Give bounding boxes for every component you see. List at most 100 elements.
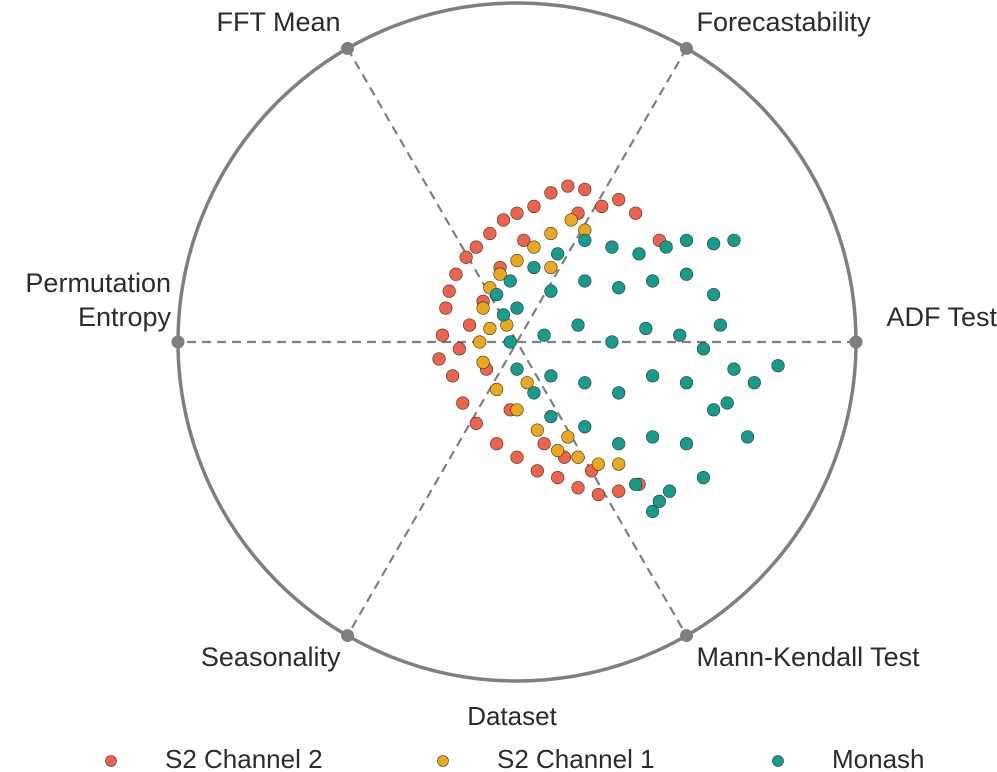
point [544,260,558,275]
series-points [490,233,785,519]
series-points [473,213,626,471]
point [662,484,677,498]
point [520,376,534,390]
point [629,477,643,491]
point [771,359,785,373]
point [696,342,711,356]
point [439,301,453,315]
anchor-point [171,335,185,349]
point [445,369,460,383]
legend-title: Dataset [467,701,557,731]
point [571,481,585,495]
point [551,247,565,261]
point [510,450,524,464]
point [537,328,551,342]
point [483,321,497,336]
point [530,423,544,437]
point [544,369,558,383]
anchor-point [849,335,863,349]
point [659,240,673,254]
point [679,233,694,247]
point [490,437,504,451]
point [595,199,609,213]
point [561,430,575,444]
point [496,308,511,322]
point [612,193,626,207]
point [510,301,524,315]
point [696,471,711,485]
point [496,213,511,227]
point [679,437,694,451]
point [544,284,558,298]
point [645,504,660,519]
point [612,457,626,471]
point [727,362,741,376]
point [544,226,558,241]
point [679,267,694,281]
point [469,416,483,430]
anchor-point [680,629,693,643]
point [527,386,541,400]
point [645,369,660,383]
point [449,267,463,281]
point [476,355,490,369]
point [720,396,734,410]
legend-label: Monash [832,744,925,772]
point [510,254,524,268]
anchor-point [341,629,354,643]
point [544,409,558,424]
point [645,430,660,444]
point [578,182,592,197]
point [605,240,619,254]
anchor-label: Mann-Kendall Test [696,641,920,672]
point [544,186,558,200]
legend-marker [772,755,784,767]
point [456,396,470,410]
point [713,318,728,332]
point [483,226,497,241]
axis-spoke [346,47,688,637]
point [571,318,585,332]
anchor-label: Seasonality [200,641,341,672]
point [442,284,456,298]
legend-marker [437,755,449,767]
point [571,450,585,464]
point [679,376,694,390]
point [530,464,544,478]
point [537,437,551,451]
legend-label: S2 Channel 1 [497,744,655,772]
point [578,376,592,390]
point [462,318,477,332]
point [551,471,565,485]
point [490,287,504,302]
point [459,250,473,264]
point [652,494,666,508]
series-points [432,179,666,502]
point [527,240,541,254]
point [612,484,626,498]
point [645,274,660,288]
point [639,321,653,336]
point [707,237,721,251]
point [493,267,507,281]
anchor-point [680,41,693,55]
point [578,233,592,247]
point [473,335,487,349]
point [707,403,721,417]
point [517,233,531,247]
point [527,199,541,213]
point [490,382,504,397]
point [510,403,524,417]
point [551,443,565,458]
point [612,281,626,295]
point [510,362,524,376]
point [591,487,605,502]
anchor-label: Permutation Entropy [25,268,171,332]
point [629,206,643,220]
point [612,386,626,400]
point [432,352,446,366]
anchor-point [341,41,354,55]
anchor-label: ADF Test [886,302,997,332]
